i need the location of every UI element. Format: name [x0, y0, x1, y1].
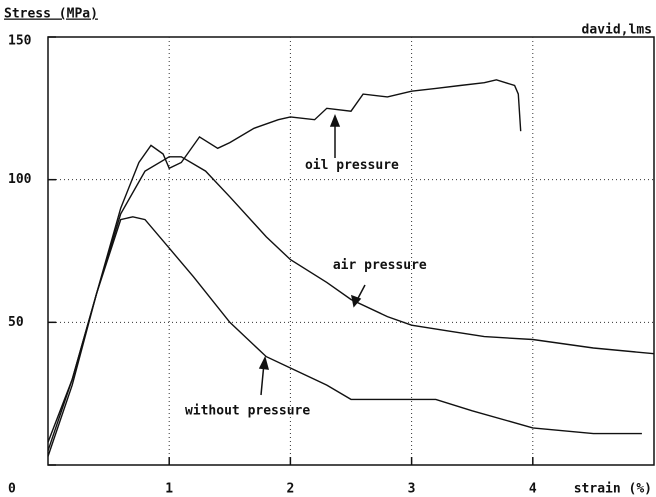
x-tick-label: 2	[286, 482, 294, 497]
y-tick-label: 150	[8, 34, 32, 49]
y-tick-label: 50	[8, 315, 24, 330]
line	[47, 79, 522, 451]
x-tick-label: 3	[408, 482, 416, 497]
credit: david,lms	[582, 23, 652, 38]
plot-frame	[47, 36, 655, 466]
y-tick-label: 100	[8, 172, 32, 187]
line	[47, 156, 655, 457]
annotation: air pressure	[333, 258, 427, 273]
y-tick-label: 0	[8, 482, 16, 497]
line	[47, 216, 642, 443]
y-axis-label: Stress (MPa)	[4, 7, 98, 22]
x-axis-label: strain (%)	[574, 482, 652, 497]
annotation: oil pressure	[305, 158, 399, 173]
arrowhead	[258, 355, 270, 370]
x-tick-label: 1	[165, 482, 173, 497]
arrowhead	[329, 113, 341, 127]
annotation: without pressure	[185, 403, 310, 418]
x-tick-label: 4	[529, 482, 537, 497]
